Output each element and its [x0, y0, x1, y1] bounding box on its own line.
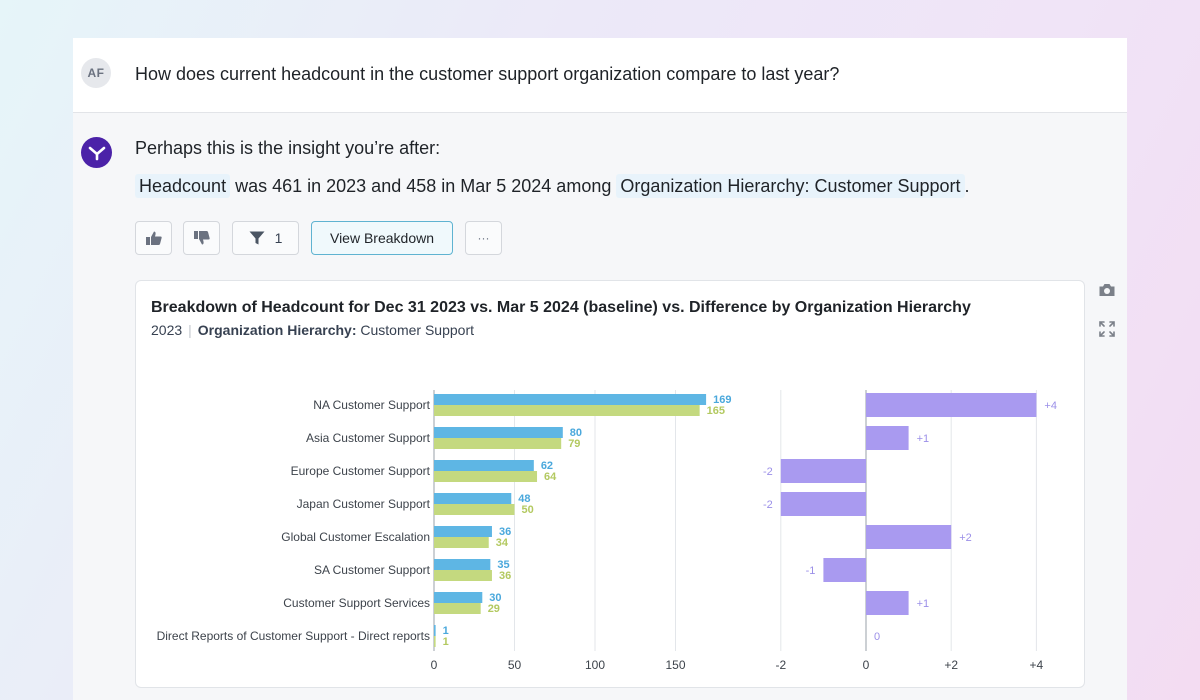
breakdown-chart: NA Customer Support Asia Customer Support…: [157, 390, 1057, 672]
answer-intro: Perhaps this is the insight you’re after…: [135, 138, 441, 158]
difference-bar: [780, 492, 866, 516]
subtitle-filter-value: Customer Support: [356, 322, 474, 338]
thumbs-up-icon: [145, 231, 162, 245]
category-label: Global Customer Escalation: [281, 530, 430, 544]
value-label-2024: 29: [488, 603, 500, 615]
difference-bar: [866, 393, 1037, 417]
chart-title: Breakdown of Headcount for Dec 31 2023 v…: [151, 299, 971, 316]
bar-2024: [434, 537, 489, 548]
bar-2023: [434, 394, 707, 405]
value-label-2023: 35: [497, 559, 509, 571]
bar-2023: [434, 526, 492, 537]
value-label-2024: 34: [496, 537, 509, 549]
expand-icon[interactable]: [1099, 321, 1115, 337]
value-label-2023: 48: [518, 493, 530, 505]
category-label: Europe Customer Support: [291, 464, 431, 478]
difference-label: +1: [917, 433, 930, 445]
category-label: Asia Customer Support: [306, 431, 431, 445]
view-breakdown-button[interactable]: View Breakdown: [311, 221, 453, 255]
bar-2024: [434, 405, 700, 416]
bar-2024: [434, 471, 538, 482]
value-label-2024: 36: [499, 570, 511, 582]
category-label: Customer Support Services: [283, 596, 430, 610]
assistant-avatar: [81, 137, 112, 168]
value-label-2024: 50: [522, 504, 534, 516]
bar-2024: [434, 438, 562, 449]
bar-2024: [434, 603, 481, 614]
question-row: AF How does current headcount in the cus…: [73, 38, 1127, 113]
difference-bar: [866, 525, 952, 549]
value-label-2023: 1: [443, 625, 449, 637]
value-label-2024: 64: [544, 471, 557, 483]
bar-2024: [434, 570, 492, 581]
category-label: SA Customer Support: [314, 563, 431, 577]
chat-panel: AF How does current headcount in the cus…: [73, 38, 1127, 700]
bar-2023: [434, 592, 483, 603]
more-options-button[interactable]: ···: [465, 221, 502, 255]
filter-chip[interactable]: Organization Hierarchy: Customer Support: [616, 174, 965, 198]
main-tick-label: 100: [585, 658, 605, 672]
bar-2023: [434, 559, 491, 570]
diff-tick-label: 0: [863, 658, 870, 672]
bar-2024: [434, 504, 515, 515]
value-label-2024: 1: [443, 636, 449, 648]
main-tick-label: 0: [431, 658, 438, 672]
filter-icon: [249, 231, 265, 245]
category-label: NA Customer Support: [313, 398, 430, 412]
question-text: How does current headcount in the custom…: [135, 64, 840, 84]
difference-label: +4: [1044, 400, 1057, 412]
insight-sentence: Headcount was 461 in 2023 and 458 in Mar…: [135, 174, 970, 198]
subtitle-separator: |: [188, 322, 192, 338]
value-label-2024: 165: [707, 405, 725, 417]
brand-logo-icon: [88, 146, 105, 160]
subtitle-year: 2023: [151, 322, 183, 338]
diff-tick-label: +2: [944, 658, 958, 672]
value-label-2023: 30: [489, 592, 501, 604]
difference-label: +2: [959, 532, 972, 544]
metric-chip[interactable]: Headcount: [135, 174, 231, 198]
difference-bar: [866, 591, 909, 615]
diff-tick-label: +4: [1030, 658, 1044, 672]
value-label-2023: 36: [499, 526, 511, 538]
value-label-2023: 62: [541, 460, 553, 472]
value-label-2023: 80: [570, 427, 582, 439]
subtitle-filter-label: Organization Hierarchy:: [197, 322, 357, 338]
difference-label: -1: [806, 565, 816, 577]
user-avatar: AF: [81, 58, 111, 88]
difference-bar: [823, 558, 866, 582]
main-tick-label: 50: [508, 658, 522, 672]
value-label-2024: 79: [568, 438, 580, 450]
difference-label: 0: [874, 631, 880, 643]
category-label: Direct Reports of Customer Support - Dir…: [157, 629, 430, 643]
bar-2023: [434, 460, 534, 471]
difference-bar: [866, 426, 909, 450]
category-label: Japan Customer Support: [297, 497, 431, 511]
filter-button[interactable]: 1: [232, 221, 299, 255]
thumbs-up-button[interactable]: [135, 221, 172, 255]
chart-subtitle: 2023 | Organization Hierarchy: Customer Su…: [151, 322, 474, 338]
difference-bar: [780, 459, 866, 483]
difference-label: +1: [917, 598, 930, 610]
main-tick-label: 150: [665, 658, 685, 672]
value-label-2023: 169: [713, 394, 731, 406]
chart-card: Breakdown of Headcount for Dec 31 2023 v…: [135, 280, 1085, 688]
difference-label: -2: [763, 499, 773, 511]
difference-label: -2: [763, 466, 773, 478]
diff-tick-label: -2: [775, 658, 786, 672]
camera-icon[interactable]: [1098, 282, 1116, 298]
bar-2024: [434, 636, 436, 647]
thumbs-down-icon: [193, 231, 210, 245]
filter-count: 1: [274, 230, 283, 246]
bar-2023: [434, 427, 563, 438]
bar-2023: [434, 625, 436, 636]
bar-2023: [434, 493, 512, 504]
insight-text: was 461 in 2023 and 458 in Mar 5 2024 am…: [230, 176, 617, 196]
insight-end: .: [964, 176, 970, 196]
thumbs-down-button[interactable]: [183, 221, 220, 255]
